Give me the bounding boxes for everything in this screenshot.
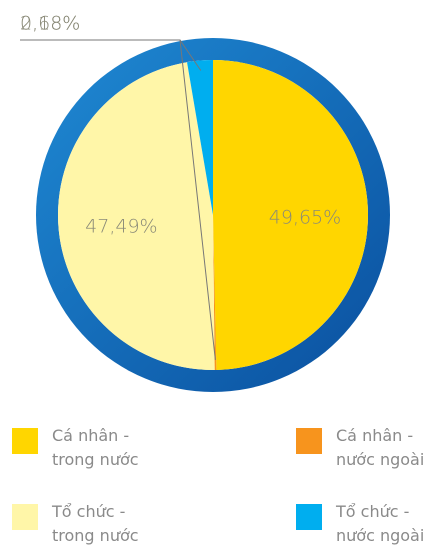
data-label: 0,18% [20, 13, 80, 35]
legend-label: Cá nhân - nước ngoài [336, 426, 425, 469]
legend-swatch [12, 428, 38, 454]
legend-item: Tổ chức - trong nước [12, 500, 152, 548]
pie-slice [213, 215, 217, 370]
leader-line [20, 39, 202, 71]
legend-item: Cá nhân - nước ngoài [296, 424, 436, 472]
legend-item: Tổ chức - nước ngoài [296, 500, 436, 548]
legend-swatch [296, 428, 322, 454]
legend-item: Cá nhân - trong nước [12, 424, 152, 472]
chart: 49,65% 0,18% 47,49% 2,68% [20, 13, 390, 392]
data-label: 49,65% [269, 206, 341, 228]
legend-swatch [296, 504, 322, 530]
pie-slice [187, 60, 213, 215]
data-label: 47,49% [85, 216, 157, 238]
pie-slice [213, 60, 368, 370]
data-label: 2,68% [20, 13, 80, 35]
pie-slice [58, 62, 215, 370]
legend-swatch [12, 504, 38, 530]
legend-label: Cá nhân - trong nước [52, 426, 139, 469]
legend-label: Tổ chức - nước ngoài [336, 502, 425, 545]
legend-label: Tổ chức - trong nước [52, 502, 139, 545]
